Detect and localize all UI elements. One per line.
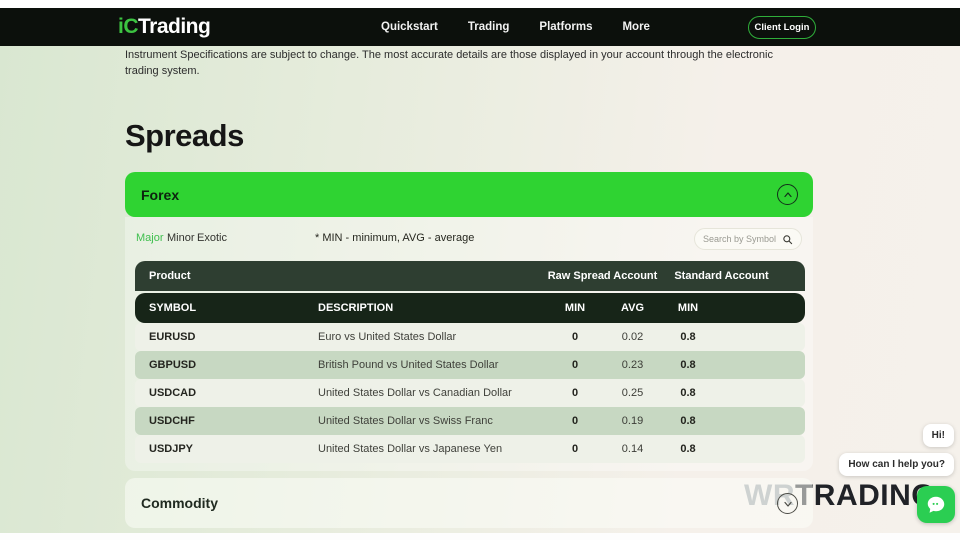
logo-ic: iC xyxy=(118,15,139,38)
logo-trading: Trading xyxy=(138,15,211,38)
forex-spread-table: Product Raw Spread Account Standard Acco… xyxy=(135,261,805,463)
table-row[interactable]: USDCAD United States Dollar vs Canadian … xyxy=(135,379,805,407)
cell-description: Euro vs United States Dollar xyxy=(318,331,457,343)
brand-logo[interactable]: iCTrading xyxy=(118,15,211,39)
cell-description: United States Dollar vs Swiss Franc xyxy=(318,415,493,427)
bottom-strip xyxy=(0,533,960,540)
disclaimer-text: Instrument Specifications are subject to… xyxy=(125,49,773,77)
navbar: iCTrading Quickstart Trading Platforms M… xyxy=(0,8,960,46)
page-title: Spreads xyxy=(125,118,244,153)
column-header-std-min: MIN xyxy=(677,302,699,314)
cell-std-min: 0.8 xyxy=(680,415,696,427)
cell-raw-min: 0 xyxy=(571,443,579,455)
search-icon[interactable] xyxy=(782,234,793,245)
group-header-product: Product xyxy=(149,270,191,282)
cell-description: British Pound vs United States Dollar xyxy=(318,359,499,371)
cell-description: United States Dollar vs Canadian Dollar xyxy=(318,387,512,399)
symbol-search-input[interactable] xyxy=(703,234,782,244)
table-column-header-row: SYMBOL DESCRIPTION MIN AVG MIN xyxy=(135,293,805,323)
cell-raw-min: 0 xyxy=(571,331,579,343)
commodity-section-title: Commodity xyxy=(141,495,218,511)
group-header-standard-account: Standard Account xyxy=(674,270,769,282)
cell-raw-avg: 0.14 xyxy=(621,443,644,455)
cell-symbol: USDJPY xyxy=(149,443,194,455)
chat-bubble-icon xyxy=(927,496,945,513)
forex-section-title: Forex xyxy=(141,186,180,203)
cell-raw-avg: 0.25 xyxy=(621,387,644,399)
client-login-button[interactable]: Client Login xyxy=(748,16,816,39)
filter-tab-minor[interactable]: Minor xyxy=(167,232,195,244)
cell-raw-avg: 0.19 xyxy=(621,415,644,427)
cell-raw-avg: 0.02 xyxy=(621,331,644,343)
column-header-raw-avg: AVG xyxy=(620,302,645,314)
cell-description: United States Dollar vs Japanese Yen xyxy=(318,443,503,455)
chat-question-bubble: How can I help you? xyxy=(839,453,954,476)
nav-item-trading[interactable]: Trading xyxy=(467,21,510,33)
cell-std-min: 0.8 xyxy=(680,387,696,399)
nav-item-more[interactable]: More xyxy=(622,21,650,33)
table-row[interactable]: GBPUSD British Pound vs United States Do… xyxy=(135,351,805,379)
nav-menu: Quickstart Trading Platforms More xyxy=(381,8,650,46)
table-row[interactable]: USDCHF United States Dollar vs Swiss Fra… xyxy=(135,407,805,435)
cell-std-min: 0.8 xyxy=(680,443,696,455)
table-group-header-row: Product Raw Spread Account Standard Acco… xyxy=(135,261,805,291)
chat-launcher-button[interactable] xyxy=(917,486,955,523)
nav-item-platforms[interactable]: Platforms xyxy=(539,21,593,33)
top-strip xyxy=(0,0,960,8)
commodity-accordion-header[interactable]: Commodity xyxy=(125,478,813,528)
forex-accordion-header[interactable]: Forex xyxy=(125,172,813,217)
cell-symbol: GBPUSD xyxy=(149,359,197,371)
column-header-symbol: SYMBOL xyxy=(149,302,197,314)
cell-raw-min: 0 xyxy=(571,387,579,399)
column-header-description: DESCRIPTION xyxy=(318,302,394,314)
cell-symbol: EURUSD xyxy=(149,331,196,343)
forex-filter-row: Major Minor Exotic * MIN - minimum, AVG … xyxy=(136,228,802,251)
cell-raw-min: 0 xyxy=(571,415,579,427)
cell-raw-min: 0 xyxy=(571,359,579,371)
chevron-down-icon[interactable] xyxy=(777,493,798,514)
cell-symbol: USDCAD xyxy=(149,387,197,399)
symbol-search-box[interactable] xyxy=(694,228,802,250)
chat-greeting-bubble: Hi! xyxy=(922,424,954,447)
cell-symbol: USDCHF xyxy=(149,415,195,427)
legend-note: * MIN - minimum, AVG - average xyxy=(315,232,475,244)
table-row[interactable]: USDJPY United States Dollar vs Japanese … xyxy=(135,435,805,463)
column-header-raw-min: MIN xyxy=(564,302,586,314)
table-row[interactable]: EURUSD Euro vs United States Dollar 0 0.… xyxy=(135,323,805,351)
nav-item-quickstart[interactable]: Quickstart xyxy=(381,21,438,33)
filter-tab-exotic[interactable]: Exotic xyxy=(197,232,227,244)
cell-raw-avg: 0.23 xyxy=(621,359,644,371)
group-header-raw-spread-account: Raw Spread Account xyxy=(547,270,658,282)
cell-std-min: 0.8 xyxy=(680,331,696,343)
cell-std-min: 0.8 xyxy=(680,359,696,371)
filter-tab-major[interactable]: Major xyxy=(136,232,164,244)
chevron-up-icon[interactable] xyxy=(777,184,798,205)
